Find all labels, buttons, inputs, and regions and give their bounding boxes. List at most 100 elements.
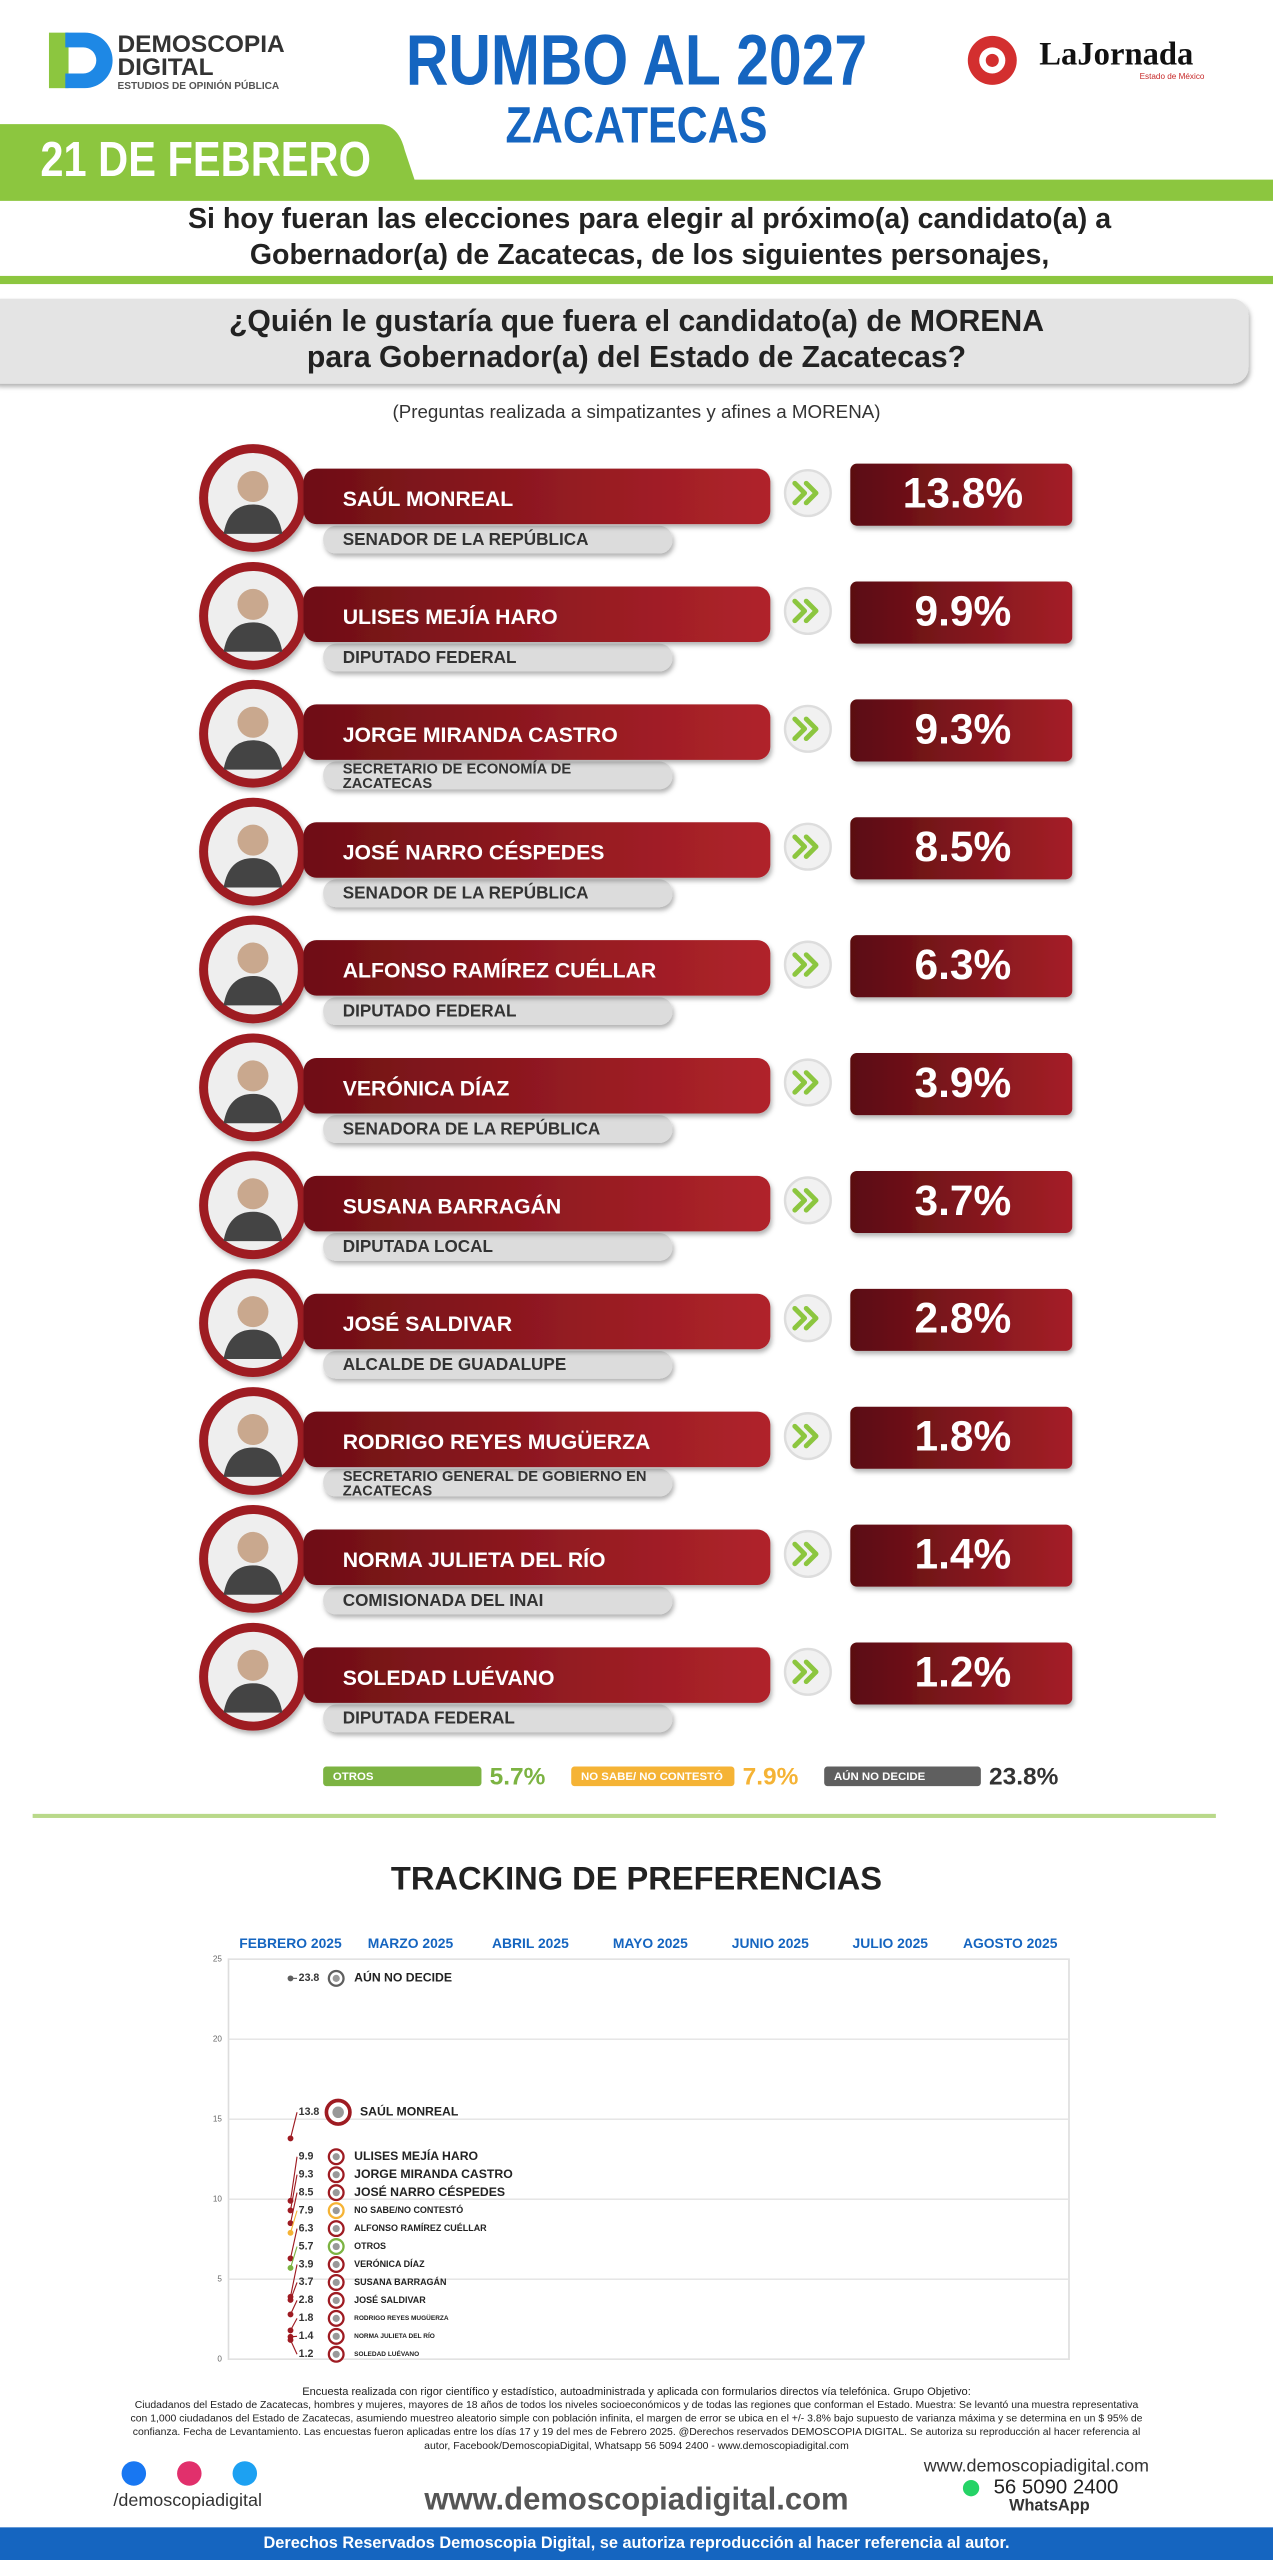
photo-head bbox=[237, 1178, 269, 1210]
others-label: OTROS bbox=[333, 1771, 374, 1783]
partner-logo-dot bbox=[985, 53, 999, 67]
value-label: 5.7 bbox=[299, 2240, 314, 2252]
candidate-pct: 1.4% bbox=[915, 1530, 1012, 1577]
candidate-name: ALFONSO RAMÍREZ CUÉLLAR bbox=[343, 958, 656, 983]
pct-box bbox=[850, 817, 1073, 880]
methodology: confianza. Fecha de Levantamiento. Las e… bbox=[133, 2427, 1141, 2438]
name-bar bbox=[303, 704, 771, 760]
series-badge-dot bbox=[332, 2296, 340, 2304]
series-badge-dot bbox=[332, 2171, 340, 2179]
chart-title: TRACKING DE PREFERENCIAS bbox=[391, 1859, 882, 1896]
y-tick-label: 10 bbox=[213, 2194, 223, 2203]
y-tick-label: 25 bbox=[213, 1954, 223, 1963]
arrow-badge bbox=[783, 1529, 832, 1579]
candidate-role: COMISIONADA DEL INAI bbox=[343, 1590, 544, 1610]
main-subtitle: ZACATECAS bbox=[506, 96, 768, 153]
arrow-badge bbox=[783, 586, 832, 636]
series-name: OTROS bbox=[354, 2241, 386, 2251]
series-name: JORGE MIRANDA CASTRO bbox=[354, 2167, 513, 2181]
role-bar bbox=[323, 1350, 673, 1379]
value-label: 9.9 bbox=[299, 2151, 314, 2163]
social-icon bbox=[121, 2461, 147, 2486]
plot-area bbox=[227, 1958, 1070, 2360]
note: (Preguntas realizada a simpatizantes y a… bbox=[392, 401, 880, 422]
role-bar bbox=[323, 1115, 673, 1143]
label-leader bbox=[289, 2246, 298, 2269]
arrow-badge bbox=[783, 704, 832, 753]
methodology: con 1,000 ciudadanos del Estado de Zacat… bbox=[130, 2414, 1142, 2425]
y-tick-label: 15 bbox=[213, 2114, 223, 2123]
pct-box bbox=[850, 935, 1073, 998]
series-badge-dot bbox=[332, 2332, 340, 2340]
arrow-badge bbox=[783, 468, 832, 518]
photo-body bbox=[223, 1447, 283, 1477]
role-bar bbox=[323, 1468, 673, 1497]
series-name: ULISES MEJÍA HARO bbox=[354, 2148, 478, 2163]
value-label: 7.9 bbox=[299, 2204, 314, 2216]
candidate-pct: 3.9% bbox=[915, 1059, 1012, 1106]
y-tick-label: 0 bbox=[217, 2354, 222, 2363]
candidate-row: JOSÉ SALDIVAR ALCALDE DE GUADALUPE 2.8% bbox=[199, 1269, 1073, 1379]
arrow-badge bbox=[783, 822, 832, 871]
social-icon bbox=[232, 2461, 258, 2486]
series-badge-dot bbox=[332, 2224, 340, 2233]
candidate-row: SAÚL MONREAL SENADOR DE LA REPÚBLICA 13.8% bbox=[199, 444, 1073, 554]
intro-line: Si hoy fueran las elecciones para elegir… bbox=[188, 203, 1112, 235]
others-pct: 7.9% bbox=[743, 1763, 799, 1790]
candidate-row: VERÓNICA DÍAZ SENADORA DE LA REPÚBLICA 3.9… bbox=[199, 1033, 1073, 1143]
pct-box bbox=[850, 1524, 1073, 1587]
candidate-role: SECRETARIO DE ECONOMÍA DE bbox=[343, 761, 572, 778]
candidate-row: SUSANA BARRAGÁN DIPUTADA LOCAL 3.7% bbox=[199, 1151, 1073, 1261]
name-bar bbox=[303, 940, 771, 996]
methodology: Encuesta realizada con rigor científico … bbox=[302, 2386, 971, 2398]
x-tick-label: ABRIL 2025 bbox=[492, 1935, 569, 1951]
partner-tag: Estado de México bbox=[1140, 72, 1205, 81]
data-point bbox=[287, 1975, 294, 1982]
value-label: 2.8 bbox=[299, 2294, 314, 2306]
value-label: 1.2 bbox=[299, 2348, 314, 2360]
arrow-badge bbox=[783, 1294, 832, 1343]
candidate-pct: 6.3% bbox=[915, 941, 1012, 988]
photo-body bbox=[223, 1093, 283, 1124]
data-point bbox=[287, 2207, 294, 2214]
candidate-role: DIPUTADO FEDERAL bbox=[343, 647, 517, 667]
intro-line: Gobernador(a) de Zacatecas, de los sigui… bbox=[250, 239, 1049, 271]
photo-head bbox=[237, 942, 269, 974]
data-point bbox=[287, 2337, 294, 2343]
candidate-name: NORMA JULIETA DEL RÍO bbox=[343, 1547, 606, 1572]
role-bar bbox=[323, 1586, 673, 1615]
candidate-name: ULISES MEJÍA HARO bbox=[343, 604, 558, 629]
data-point bbox=[287, 2135, 294, 2142]
role-bar bbox=[323, 1704, 673, 1733]
data-point bbox=[287, 2265, 294, 2271]
arrow-chevrons bbox=[792, 1423, 819, 1449]
series-badge-dot bbox=[332, 2207, 340, 2215]
rights: Derechos Reservados Demoscopia Digital, … bbox=[264, 2534, 1010, 2552]
arrow-chevrons bbox=[792, 480, 819, 506]
data-point bbox=[287, 2229, 294, 2236]
question-line: ¿Quién le gustaría que fuera el candidat… bbox=[229, 305, 1044, 338]
pct-box bbox=[850, 1288, 1073, 1351]
photo-head bbox=[237, 1649, 269, 1681]
others-bar bbox=[323, 1766, 482, 1787]
value-label: 23.8 bbox=[299, 1972, 320, 1984]
label-leader bbox=[289, 2192, 298, 2224]
value-label: 1.4 bbox=[299, 2330, 314, 2342]
candidate-role: DIPUTADA LOCAL bbox=[343, 1236, 493, 1256]
value-label: 3.9 bbox=[299, 2258, 314, 2270]
series-name: JOSÉ SALDIVAR bbox=[354, 2295, 426, 2305]
data-point bbox=[287, 2311, 294, 2318]
name-bar bbox=[303, 1057, 771, 1114]
photo-head bbox=[237, 706, 269, 738]
main-title: RUMBO AL 2027 bbox=[406, 20, 867, 100]
methodology: Ciudadanos del Estado de Zacatecas, homb… bbox=[135, 2400, 1139, 2411]
date: 21 DE FEBRERO bbox=[40, 132, 371, 187]
whatsapp-label: WhatsApp bbox=[1009, 2496, 1090, 2514]
candidate-name: RODRIGO REYES MUGÜERZA bbox=[343, 1429, 651, 1454]
candidate-pct: 3.7% bbox=[915, 1177, 1012, 1224]
role-bar bbox=[323, 643, 673, 672]
series-name: SOLEDAD LUÉVANO bbox=[354, 2349, 419, 2358]
others-bar bbox=[571, 1766, 735, 1787]
